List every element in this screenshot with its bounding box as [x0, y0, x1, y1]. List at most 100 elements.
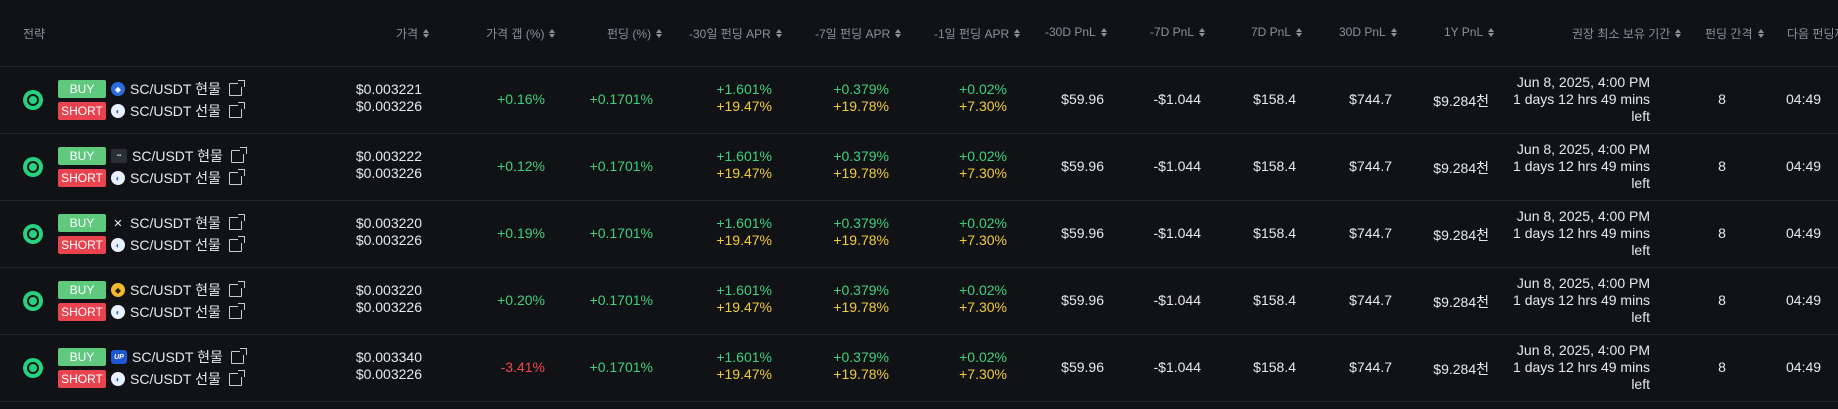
- header-next[interactable]: 다음 펀딩까: [1787, 27, 1838, 41]
- table-row[interactable]: BUY ✕ SC/USDT 현물 SHORT ◐ SC/USDT 선물 $0.0…: [0, 201, 1838, 268]
- buy-leg: BUY ◆ SC/USDT 현물: [58, 79, 245, 99]
- header-apr7[interactable]: -7일 펀딩 APR: [815, 25, 902, 42]
- buy-leg: BUY ✕ SC/USDT 현물: [58, 213, 245, 233]
- header-pnl1y[interactable]: 1Y PnL: [1444, 25, 1495, 39]
- pnl30neg-cell: $59.96: [1061, 91, 1104, 107]
- price-cell: $0.003222 $0.003226: [356, 148, 422, 182]
- buy-badge: BUY: [58, 281, 106, 299]
- price-short: $0.003226: [355, 299, 422, 315]
- buy-badge: BUY: [58, 147, 106, 165]
- pnl30-cell: $744.7: [1349, 225, 1392, 241]
- external-link-icon[interactable]: [228, 235, 245, 252]
- sort-icon: [895, 29, 902, 38]
- external-link-icon[interactable]: [230, 146, 247, 163]
- strategy-logo-icon: [23, 358, 43, 378]
- pnl7neg-cell: -$1.044: [1153, 225, 1201, 241]
- price-cell: $0.003220 $0.003226: [356, 282, 422, 316]
- droplet-icon: ◆: [111, 82, 125, 96]
- next-funding-cell: 04:49: [1786, 359, 1822, 375]
- header-apr1[interactable]: -1일 펀딩 APR: [934, 25, 1021, 42]
- short-leg: SHORT ◐ SC/USDT 선물: [58, 168, 245, 188]
- apr30-cell: +1.601% +19.47%: [716, 215, 772, 248]
- buy-pair: SC/USDT 현물: [130, 81, 221, 97]
- hold-period-cell: Jun 8, 2025, 4:00 PM 1 days 12 hrs 49 mi…: [1513, 275, 1650, 325]
- header-funding[interactable]: 펀딩 (%): [607, 25, 663, 42]
- buy-pair: SC/USDT 현물: [130, 215, 221, 231]
- header-pnl7[interactable]: 7D PnL: [1251, 25, 1303, 39]
- strategy-logo-icon: [23, 157, 43, 177]
- table-row[interactable]: BUY ◆ SC/USDT 현물 SHORT ◐ SC/USDT 선물 $0.0…: [0, 67, 1838, 134]
- pnl30-cell: $744.7: [1349, 91, 1392, 107]
- table-row[interactable]: BUY ▪▪ SC/USDT 현물 SHORT ◐ SC/USDT 선물 $0.…: [0, 134, 1838, 201]
- header-hold[interactable]: 권장 최소 보유 기간: [1572, 25, 1682, 42]
- pnl1y-cell: $9.284천: [1433, 294, 1489, 310]
- funding-cell: +0.1701%: [589, 158, 653, 174]
- price-short: $0.003226: [355, 366, 422, 382]
- header-pnl30neg[interactable]: -30D PnL: [1045, 25, 1107, 39]
- sort-icon: [1014, 29, 1021, 38]
- header-pnl30[interactable]: 30D PnL: [1339, 25, 1397, 39]
- external-link-icon[interactable]: [228, 213, 245, 230]
- sort-icon: [1488, 27, 1495, 37]
- funding-cell: +0.1701%: [589, 292, 653, 308]
- apr30-cell: +1.601% +19.47%: [716, 282, 772, 315]
- sort-icon: [423, 29, 430, 38]
- pnl30neg-cell: $59.96: [1061, 158, 1104, 174]
- pnl7-cell: $158.4: [1253, 158, 1296, 174]
- header-apr30[interactable]: -30일 펀딩 APR: [689, 25, 782, 42]
- hold-period-cell: Jun 8, 2025, 4:00 PM 1 days 12 hrs 49 mi…: [1513, 208, 1650, 258]
- next-funding-cell: 04:49: [1786, 91, 1822, 107]
- table-row[interactable]: BUY UP SC/USDT 현물 SHORT ◐ SC/USDT 선물 $0.…: [0, 335, 1838, 402]
- apr7-cell: +0.379% +19.78%: [833, 81, 889, 114]
- short-pair: SC/USDT 선물: [130, 371, 221, 387]
- price-buy: $0.003222: [355, 148, 422, 164]
- next-funding-cell: 04:49: [1786, 158, 1822, 174]
- sort-icon: [1390, 27, 1397, 37]
- pnl30-cell: $744.7: [1349, 292, 1392, 308]
- external-link-icon[interactable]: [228, 302, 245, 319]
- external-link-icon[interactable]: [230, 347, 247, 364]
- short-leg: SHORT ◐ SC/USDT 선물: [58, 302, 245, 322]
- pnl1y-cell: $9.284천: [1433, 160, 1489, 176]
- external-link-icon[interactable]: [228, 280, 245, 297]
- short-leg: SHORT ◐ SC/USDT 선물: [58, 101, 245, 121]
- external-link-icon[interactable]: [228, 79, 245, 96]
- short-pair: SC/USDT 선물: [130, 103, 221, 119]
- short-badge: SHORT: [58, 303, 106, 321]
- interval-cell: 8: [1718, 91, 1726, 107]
- mexc-icon: ◐: [111, 372, 125, 386]
- external-link-icon[interactable]: [228, 101, 245, 118]
- external-link-icon[interactable]: [228, 168, 245, 185]
- sort-icon: [1675, 29, 1682, 38]
- price-buy: $0.003221: [355, 81, 422, 97]
- buy-pair: SC/USDT 현물: [132, 349, 223, 365]
- mexc-icon: ◐: [111, 104, 125, 118]
- pnl7-cell: $158.4: [1253, 225, 1296, 241]
- strategy-logo-icon: [23, 90, 43, 110]
- gap-cell: +0.16%: [497, 91, 545, 107]
- hold-period-cell: Jun 8, 2025, 4:00 PM 1 days 12 hrs 49 mi…: [1513, 74, 1650, 124]
- pnl1y-cell: $9.284천: [1433, 93, 1489, 109]
- buy-badge: BUY: [58, 214, 106, 232]
- pnl7-cell: $158.4: [1253, 91, 1296, 107]
- table-row[interactable]: BUY ◆ SC/USDT 현물 SHORT ◐ SC/USDT 선물 $0.0…: [0, 268, 1838, 335]
- price-short: $0.003226: [355, 98, 422, 114]
- apr1-cell: +0.02% +7.30%: [959, 148, 1007, 181]
- interval-cell: 8: [1718, 292, 1726, 308]
- header-interval[interactable]: 펀딩 간격: [1705, 25, 1764, 42]
- table-header: 전략 가격 가격 갭 (%) 펀딩 (%) -30일 펀딩 APR -7일 펀딩…: [0, 0, 1838, 67]
- header-price[interactable]: 가격: [396, 25, 430, 42]
- funding-cell: +0.1701%: [589, 359, 653, 375]
- hold-period-cell: Jun 8, 2025, 4:00 PM 1 days 12 hrs 49 mi…: [1513, 342, 1650, 392]
- apr7-cell: +0.379% +19.78%: [833, 349, 889, 382]
- short-badge: SHORT: [58, 370, 106, 388]
- header-pnl7neg[interactable]: -7D PnL: [1150, 25, 1206, 39]
- header-gap[interactable]: 가격 갭 (%): [486, 25, 556, 42]
- mini-exchange-icon: ▪▪: [111, 149, 127, 163]
- apr7-cell: +0.379% +19.78%: [833, 148, 889, 181]
- pnl7neg-cell: -$1.044: [1153, 158, 1201, 174]
- mexc-icon: ◐: [111, 238, 125, 252]
- buy-pair: SC/USDT 현물: [130, 282, 221, 298]
- mexc-icon: ◐: [111, 171, 125, 185]
- external-link-icon[interactable]: [228, 369, 245, 386]
